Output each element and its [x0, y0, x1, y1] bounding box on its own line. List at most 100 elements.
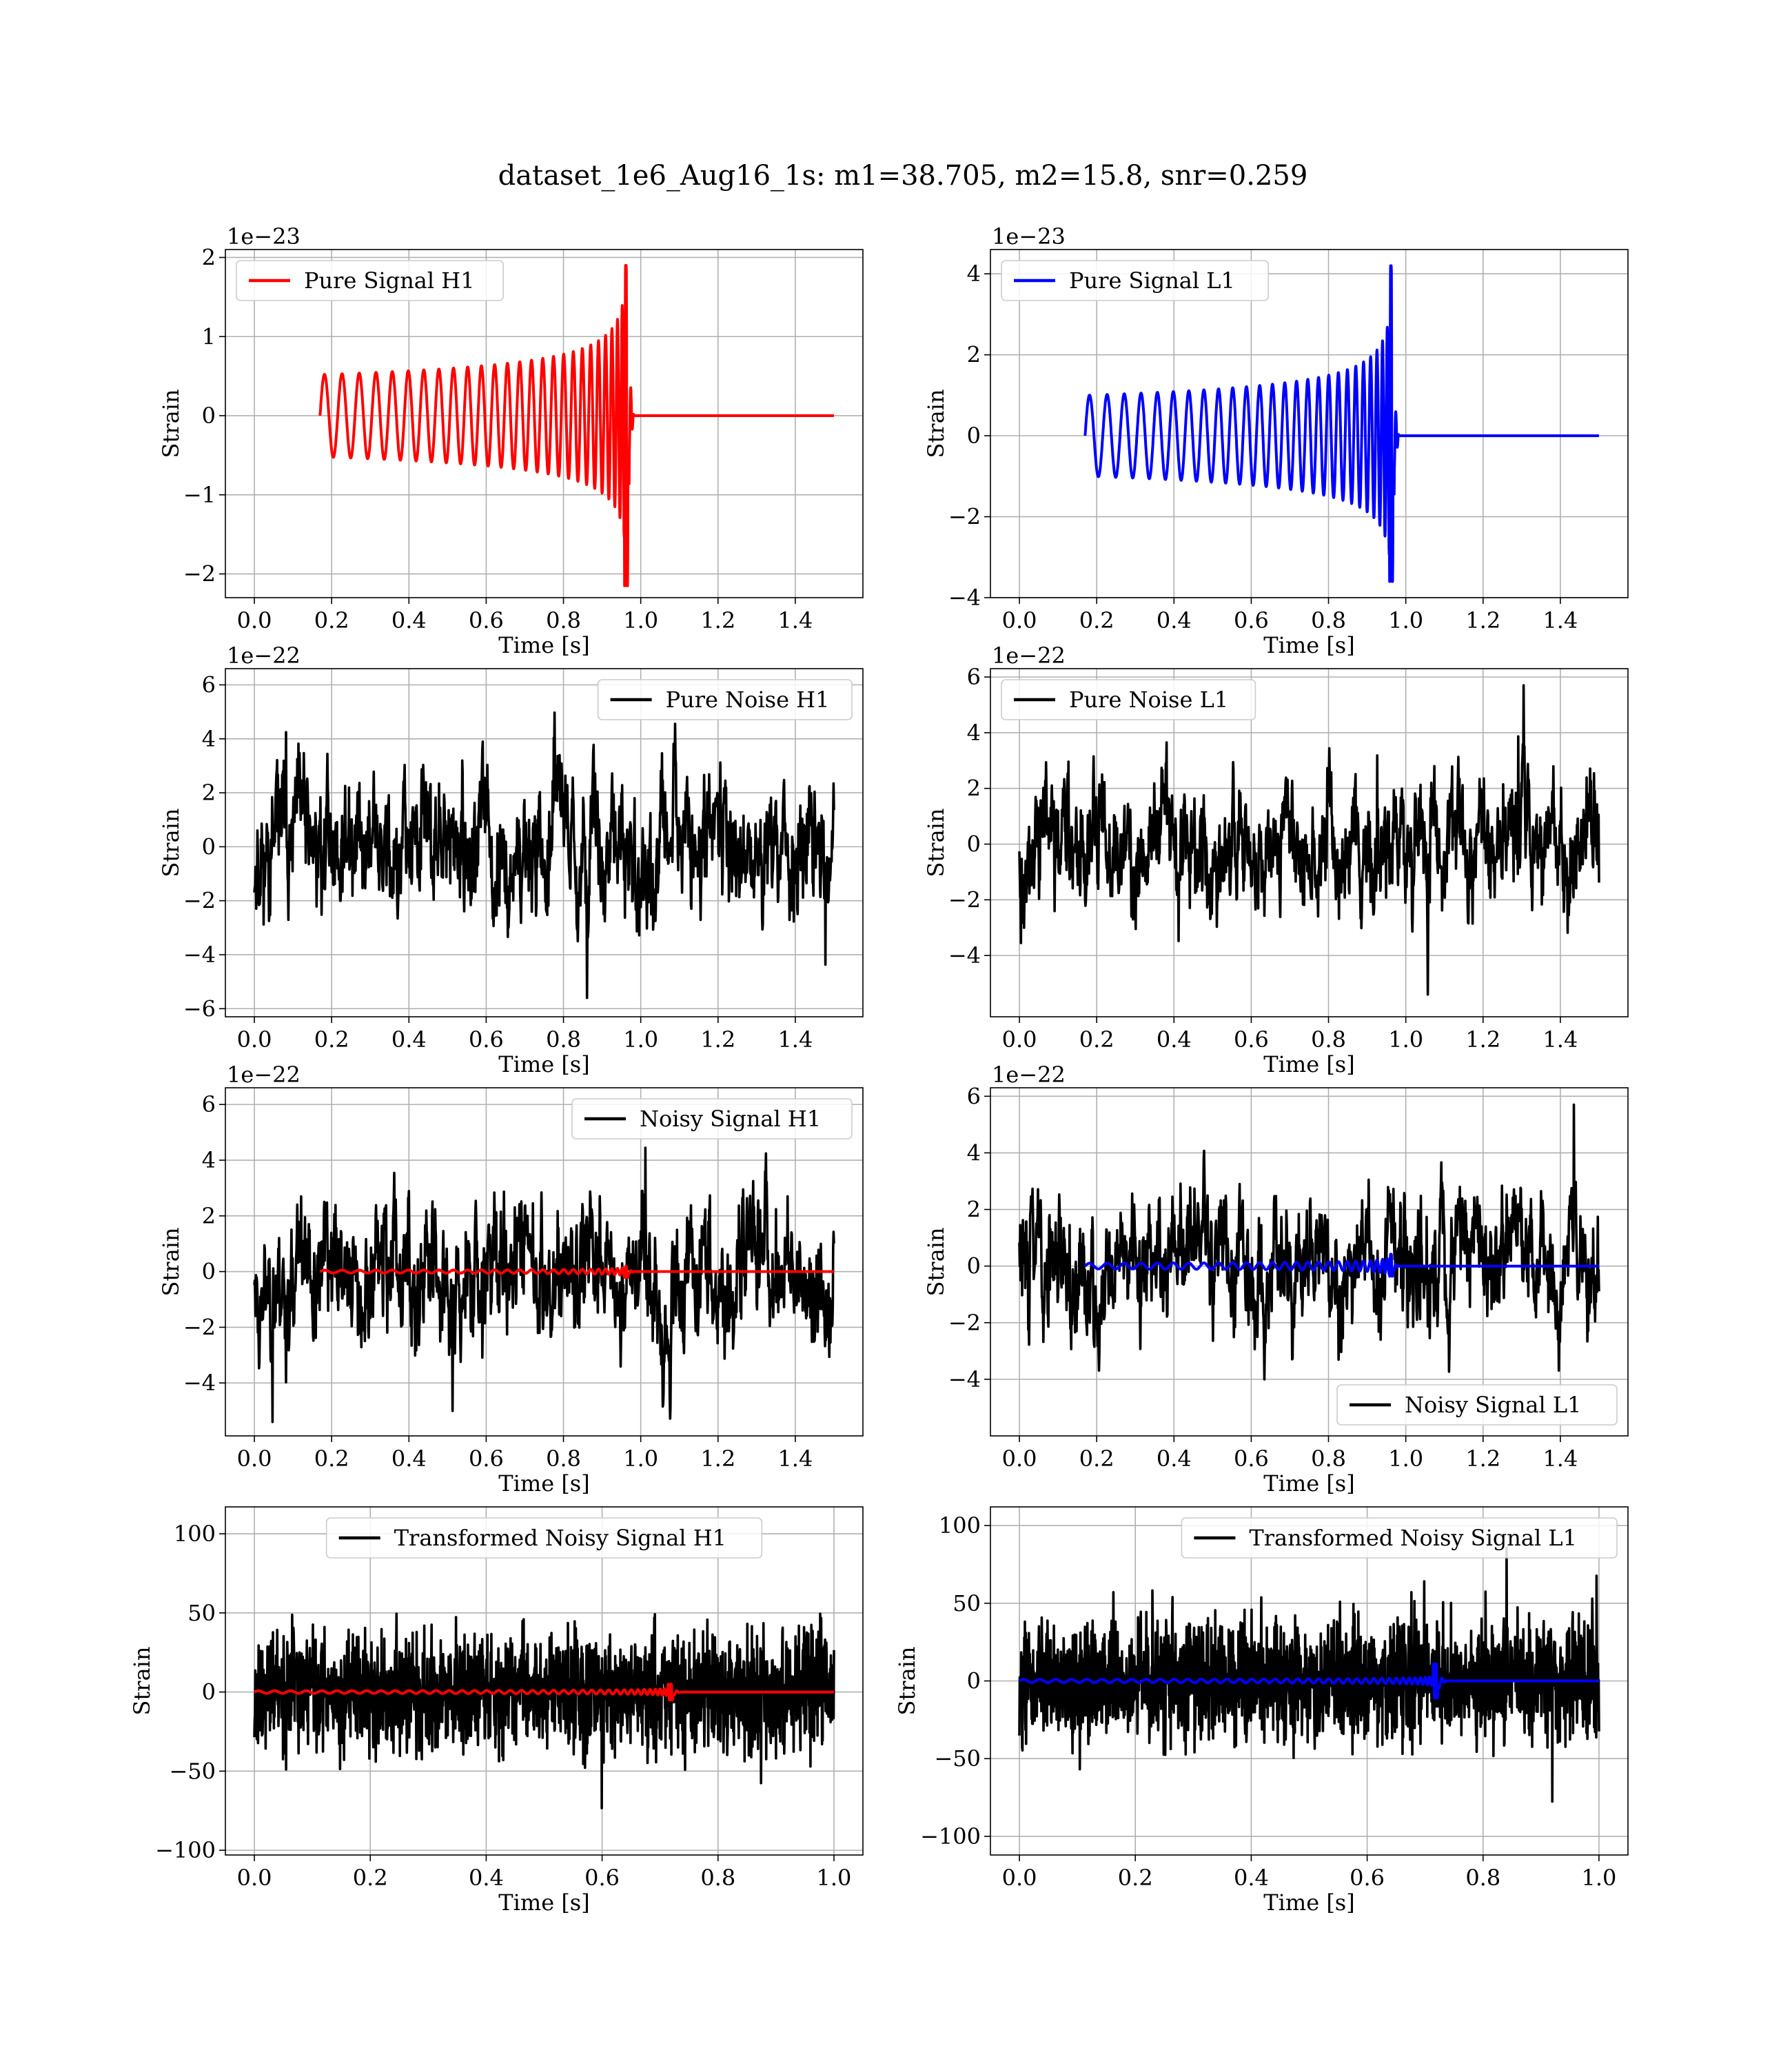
axes-frame [990, 668, 1629, 1017]
legend: Pure Noise L1 [1001, 679, 1256, 720]
offset-text: 1e−22 [992, 642, 1066, 669]
y-axis-label: Strain [158, 1228, 184, 1297]
x-tick-label: 0.0 [237, 1446, 272, 1472]
series-line-chirp-1 [1083, 1253, 1600, 1278]
axes-frame [990, 1087, 1629, 1437]
chart-panel-noisy-signal-h1: 0.0 0.2 0.4 0.6 0.8 1.0 1.2 1.4 6 4 2 0 −2 −4 1e−22 Tim… [158, 1062, 864, 1497]
legend: Pure Noise H1 [597, 679, 853, 720]
x-tick-label: 0.2 [353, 1865, 388, 1891]
series-line-pure-noise-h1 [253, 711, 835, 1000]
y-axis-label: Strain [129, 1647, 155, 1716]
x-tick-label: 0.8 [1311, 1446, 1346, 1472]
legend-box [571, 1098, 853, 1139]
legend: Pure Signal H1 [236, 260, 505, 301]
x-tick-label: 1.4 [1542, 1026, 1578, 1053]
x-tick-label: 0.8 [700, 1865, 735, 1891]
plot-area [225, 250, 863, 598]
y-tick-label: −4 [948, 1366, 981, 1392]
legend-label: Pure Signal L1 [1069, 267, 1235, 294]
legend-box [1336, 1384, 1618, 1426]
x-tick-label: 0.0 [1002, 1446, 1037, 1472]
x-axis-label: Time [s] [498, 1051, 589, 1077]
series-line-chirp-1 [318, 1265, 835, 1279]
y-tick-label: −100 [155, 1837, 216, 1863]
x-tick-label: 1.4 [777, 1446, 813, 1472]
series-line-pure-noise-l1 [1018, 684, 1600, 996]
x-tick-label: 0.8 [1465, 1865, 1500, 1891]
figure-title: dataset_1e6_Aug16_1s: m1=38.705, m2=15.8… [498, 160, 1308, 192]
x-tick-label: 0.6 [1350, 1865, 1385, 1891]
legend-label: Transformed Noisy Signal H1 [394, 1525, 726, 1551]
x-tick-label: 0.4 [1157, 607, 1192, 633]
legend-label: Transformed Noisy Signal L1 [1249, 1525, 1577, 1551]
x-tick-label: 0.2 [1079, 1026, 1114, 1053]
x-tick-label: 0.4 [391, 1446, 427, 1472]
x-tick-label: 1.0 [623, 1446, 658, 1472]
series-line-pure-signal-l1 [1083, 264, 1600, 583]
y-tick-label: 50 [187, 1600, 216, 1626]
x-tick-label: 1.0 [1388, 607, 1423, 633]
legend-label: Pure Noise H1 [666, 687, 830, 713]
y-tick-label: 2 [967, 776, 981, 802]
x-tick-label: 1.2 [700, 1446, 735, 1472]
y-tick-label: 50 [953, 1590, 981, 1616]
x-tick-label: 1.0 [1388, 1026, 1423, 1053]
x-tick-label: 0.4 [1157, 1446, 1192, 1472]
y-tick-label: 4 [967, 1139, 981, 1166]
axes-frame [225, 249, 864, 598]
series-group [318, 264, 835, 587]
y-tick-label: 4 [202, 726, 216, 752]
x-tick-label: 0.4 [1234, 1865, 1269, 1891]
chart-panel-transformed-noisy-signal-l1: 0.0 0.2 0.4 0.6 0.8 1.0 100 50 0 −50 −100 Time [s] S… [894, 1506, 1629, 1916]
y-axis-label: Strain [923, 1228, 949, 1297]
y-tick-label: 4 [967, 720, 981, 746]
y-axis-label: Strain [923, 809, 949, 878]
legend: Transformed Noisy Signal H1 [325, 1517, 763, 1559]
legend-label: Noisy Signal L1 [1405, 1392, 1582, 1418]
x-tick-label: 0.8 [546, 607, 581, 633]
y-tick-label: −4 [183, 942, 216, 968]
x-tick-label: 1.0 [623, 1026, 658, 1053]
legend: Pure Signal L1 [1001, 260, 1270, 301]
x-tick-label: 0.6 [1234, 1026, 1269, 1053]
x-axis-label: Time [s] [498, 1889, 589, 1916]
offset-text: 1e−23 [227, 223, 301, 250]
x-tick-label: 0.6 [469, 1446, 504, 1472]
series-group [1018, 1546, 1600, 1803]
y-tick-label: 0 [967, 1253, 981, 1279]
y-tick-label: −100 [920, 1823, 981, 1849]
chart-panel-pure-noise-h1: 0.0 0.2 0.4 0.6 0.8 1.0 1.2 1.4 6 4 2 0 −2 −4 −6 1e−22 T… [158, 642, 864, 1077]
legend-box [1181, 1517, 1618, 1559]
axes-frame [225, 1506, 864, 1856]
x-axis-label: Time [s] [498, 1470, 589, 1497]
y-tick-label: 6 [967, 1083, 981, 1109]
x-tick-label: 0.2 [314, 1026, 349, 1053]
x-tick-label: 0.4 [391, 607, 427, 633]
offset-text: 1e−22 [992, 1062, 1066, 1088]
x-tick-label: 0.0 [237, 607, 272, 633]
x-tick-label: 0.8 [546, 1026, 581, 1053]
legend: Noisy Signal H1 [571, 1098, 853, 1139]
x-tick-label: 0.6 [584, 1865, 620, 1891]
y-tick-label: −2 [948, 504, 981, 530]
y-tick-label: 4 [967, 261, 981, 287]
y-tick-label: 0 [202, 833, 216, 860]
series-group [253, 1146, 835, 1423]
y-tick-label: 2 [202, 1203, 216, 1229]
offset-text: 1e−22 [227, 1062, 301, 1088]
x-tick-label: 1.4 [777, 1026, 813, 1053]
y-tick-label: −2 [183, 1314, 216, 1340]
axes-frame [225, 668, 864, 1017]
y-tick-label: 6 [967, 664, 981, 690]
x-tick-label: 0.0 [1002, 1026, 1037, 1053]
y-tick-label: −4 [948, 942, 981, 969]
y-tick-label: 2 [967, 342, 981, 368]
x-tick-label: 0.4 [391, 1026, 427, 1053]
x-axis-label: Time [s] [1263, 1889, 1354, 1916]
x-tick-label: 1.4 [1542, 1446, 1578, 1472]
x-tick-label: 0.6 [1234, 607, 1269, 633]
x-tick-label: 0.0 [1002, 607, 1037, 633]
x-tick-label: 0.0 [237, 1865, 272, 1891]
x-tick-label: 0.8 [1311, 1026, 1346, 1053]
x-tick-label: 0.6 [469, 1026, 504, 1053]
